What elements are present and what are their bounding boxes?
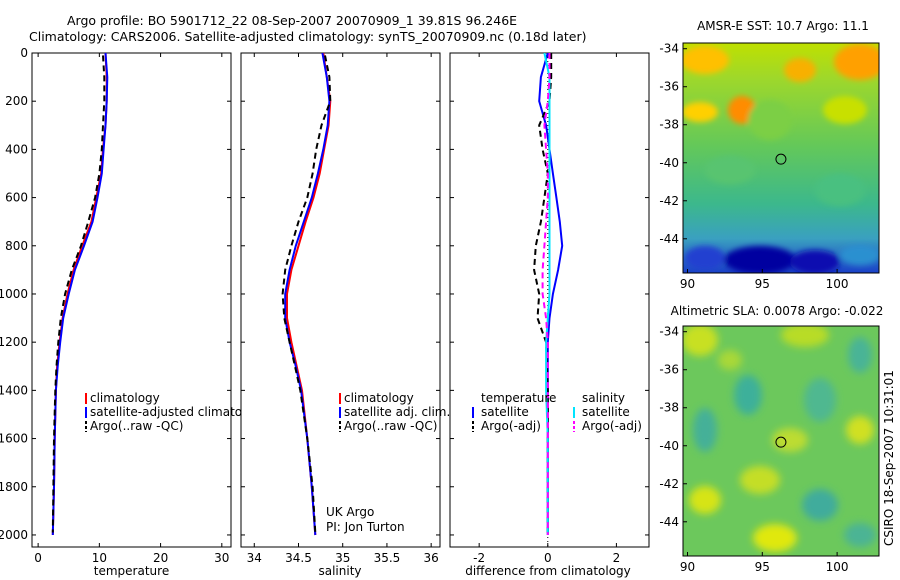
difference-legend: temperature salinity satellite Argo(-adj… [472, 391, 642, 433]
lat-tick-label: -42 [659, 477, 679, 491]
map-sst-lon-axis: 90 95 100 [680, 269, 849, 291]
series-line-argo-raw-qc [51, 55, 106, 533]
series-line-temperature-argo-adj [533, 53, 553, 535]
depth-tick-label: 1600 [0, 432, 28, 446]
salinity-legend: climatology satellite adj. clim. Argo(..… [339, 391, 450, 433]
lon-tick-label: 90 [680, 560, 695, 574]
figure-title-line-2: Climatology: CARS2006. Satellite-adjuste… [29, 29, 587, 44]
x-tick-label: 20 [153, 551, 168, 565]
temperature-series [51, 53, 109, 536]
series-line-argo-raw-qc [281, 55, 332, 533]
x-tick-label: 34 [247, 551, 262, 565]
temperature-legend: climatology satellite-adjusted climatolo… [85, 391, 268, 433]
timestamp-watermark: CSIRO 18-Sep-2007 10:31:01 [882, 370, 896, 546]
panel-salinity-frame [240, 52, 441, 548]
map-sst-lat-axis: -34 -36 -38 -40 -42 -44 [659, 42, 687, 246]
map-sla-field [683, 326, 879, 556]
salinity-series [281, 53, 332, 536]
lon-tick-label: 100 [826, 560, 849, 574]
series-line-salinity-argo-adj [541, 53, 551, 535]
argo-position-marker [775, 153, 787, 165]
series-line-salinity-satellite [543, 53, 551, 535]
x-tick-label: 0 [544, 551, 552, 565]
depth-tick-label: 400 [5, 142, 28, 156]
map-sst-frame [682, 42, 880, 274]
lon-tick-label: 90 [680, 277, 695, 291]
legend-group-salinity: salinity [582, 391, 625, 405]
map-sla-frame [682, 325, 880, 557]
panel-difference: -2 0 2 difference from climatology tempera… [449, 52, 650, 578]
x-tick-label: 0 [34, 551, 42, 565]
depth-tick-label: 800 [5, 239, 28, 253]
x-tick-label: 35 [335, 551, 350, 565]
lat-tick-label: -42 [659, 194, 679, 208]
lat-tick-label: -38 [659, 118, 679, 132]
x-tick-label: 36 [424, 551, 439, 565]
lon-tick-label: 100 [826, 277, 849, 291]
legend-label-argo: Argo(..raw -QC) [344, 419, 437, 433]
depth-tick-label: 2000 [0, 528, 28, 542]
depth-tick-label: 1000 [0, 287, 28, 301]
legend-label-climatology: climatology [344, 391, 414, 405]
lat-tick-label: -44 [659, 232, 679, 246]
x-tick-label: 10 [92, 551, 107, 565]
legend-group-temperature: temperature [481, 391, 556, 405]
argo-position-marker [775, 436, 787, 448]
depth-tick-label: 600 [5, 191, 28, 205]
lat-tick-label: -40 [659, 439, 679, 453]
map-sla: Altimetric SLA: 0.0078 Argo: -0.022 [659, 304, 883, 574]
temperature-axis-label: temperature [94, 564, 169, 578]
map-sst: AMSR-E SST: 10.7 Argo: 11.1 -34 -36 -38 [659, 19, 880, 291]
lat-tick-label: -34 [659, 325, 679, 339]
lat-tick-label: -36 [659, 363, 679, 377]
temperature-axis-ticks: 0 10 20 30 [34, 53, 229, 565]
x-tick-label: -2 [473, 551, 485, 565]
depth-tick-label: 1400 [0, 383, 28, 397]
lat-tick-label: -36 [659, 80, 679, 94]
credit-line-1: UK Argo [326, 505, 374, 519]
legend-label-sal-argo: Argo(-adj) [582, 419, 642, 433]
x-tick-label: 30 [214, 551, 229, 565]
map-sla-lat-axis: -34 -36 -38 -40 -42 -44 [659, 325, 687, 529]
x-tick-label: 35.5 [374, 551, 401, 565]
difference-series [533, 53, 564, 547]
lat-tick-label: -34 [659, 42, 679, 56]
lat-tick-label: -44 [659, 515, 679, 529]
legend-label-satellite-adj: satellite adj. clim. [344, 405, 450, 419]
depth-tick-label: 0 [20, 46, 28, 60]
x-tick-label: 2 [613, 551, 621, 565]
panel-temperature-frame [31, 52, 232, 548]
legend-label-satellite-adjusted: satellite-adjusted climatology [90, 405, 268, 419]
depth-tick-label: 1200 [0, 335, 28, 349]
panel-salinity: 34 34.5 35 35.5 36 salinity climatology sate… [240, 52, 450, 578]
lat-tick-label: -40 [659, 156, 679, 170]
map-sla-title: Altimetric SLA: 0.0078 Argo: -0.022 [671, 304, 884, 318]
figure-title-line-1: Argo profile: BO 5901712_22 08-Sep-2007 … [67, 13, 518, 28]
legend-label-temp-satellite: satellite [481, 405, 529, 419]
difference-depth-ticks [450, 52, 649, 536]
depth-tick-label: 200 [5, 94, 28, 108]
depth-tick-label: 1800 [0, 480, 28, 494]
lat-tick-label: -38 [659, 401, 679, 415]
series-line-satellite-adjusted-climatology [51, 53, 109, 536]
map-sst-field [683, 43, 879, 273]
legend-label-argo: Argo(..raw -QC) [90, 419, 183, 433]
legend-label-temp-argo: Argo(-adj) [481, 419, 541, 433]
lon-tick-label: 95 [755, 277, 770, 291]
salinity-axis-ticks: 34 34.5 35 35.5 36 [247, 53, 439, 565]
map-sla-lon-axis: 90 95 100 [680, 552, 849, 574]
lon-tick-label: 95 [755, 560, 770, 574]
depth-axis: 0 200 400 600 800 1000 1200 1400 1600 1800 2000 [0, 46, 231, 542]
difference-axis-label: difference from climatology [465, 564, 631, 578]
x-tick-label: 34.5 [285, 551, 312, 565]
panel-temperature: 0 200 400 600 800 1000 1200 1400 1600 1800 2000 0 1… [0, 46, 268, 578]
legend-label-sal-satellite: satellite [582, 405, 630, 419]
salinity-axis-label: salinity [318, 564, 361, 578]
salinity-depth-ticks [241, 52, 440, 536]
map-sst-title: AMSR-E SST: 10.7 Argo: 11.1 [697, 19, 869, 33]
legend-label-climatology: climatology [90, 391, 160, 405]
credit-line-2: PI: Jon Turton [326, 520, 405, 534]
